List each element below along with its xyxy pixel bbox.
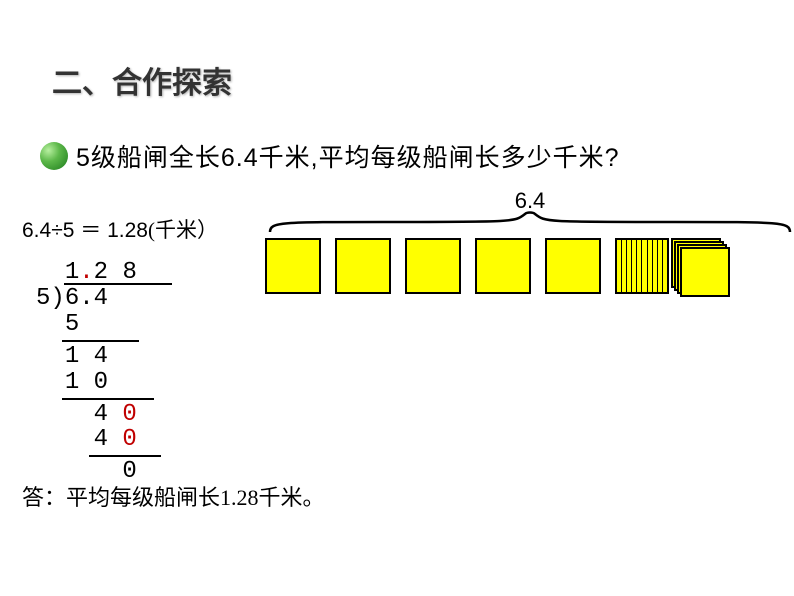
divisor-row: 5)6.4 bbox=[36, 286, 161, 312]
s5a: 4 bbox=[94, 426, 108, 453]
rule3 bbox=[89, 455, 161, 457]
yellow-square bbox=[545, 238, 601, 294]
s3: 1 0 bbox=[65, 369, 108, 396]
question-text: 5级船闸全长6.4千米,平均每级船闸长多少千米? bbox=[76, 138, 620, 174]
q2: 2 bbox=[94, 259, 108, 286]
section-header: 二、合作探索 bbox=[52, 58, 232, 102]
rule2 bbox=[62, 398, 153, 400]
step4: 4 0 bbox=[36, 402, 161, 428]
answer-text: 答：平均每级船闸长1.28千米。 bbox=[22, 480, 325, 512]
divisor: 5 bbox=[36, 285, 50, 312]
brace-group: 6.4 bbox=[265, 188, 794, 241]
step3: 1 0 bbox=[36, 370, 161, 396]
s4a: 4 bbox=[94, 401, 108, 428]
equation-eq: ＝ bbox=[74, 219, 107, 242]
step5: 4 0 bbox=[36, 427, 161, 453]
equation-lhs: 6.4÷5 bbox=[22, 219, 74, 242]
question-row: 5级船闸全长6.4千米,平均每级船闸长多少千米? bbox=[40, 138, 620, 174]
qdot: . bbox=[79, 259, 93, 286]
tens-block bbox=[615, 238, 669, 294]
hundreds-block bbox=[680, 247, 730, 297]
dividend: 6.4 bbox=[65, 285, 108, 312]
q1: 1 bbox=[65, 259, 79, 286]
yellow-square bbox=[405, 238, 461, 294]
rule1 bbox=[62, 340, 139, 342]
s4b: 0 bbox=[122, 401, 136, 428]
long-division: 1.2 8 5)6.4 5 1 4 1 0 4 0 4 0 0 bbox=[36, 260, 161, 485]
yellow-square bbox=[475, 238, 531, 294]
hundreds-stack bbox=[671, 238, 733, 300]
step2: 1 4 bbox=[36, 344, 161, 370]
brace-icon bbox=[265, 208, 794, 236]
bullet-ball-icon bbox=[40, 142, 68, 170]
s5b: 0 bbox=[122, 426, 136, 453]
equation-rhs: 1.28 bbox=[107, 219, 148, 242]
yellow-square bbox=[335, 238, 391, 294]
q8: 8 bbox=[122, 259, 136, 286]
step1: 5 bbox=[36, 312, 161, 338]
s1: 5 bbox=[65, 311, 79, 338]
equation-unit: (千米） bbox=[148, 218, 218, 242]
blocks-row bbox=[265, 238, 733, 300]
yellow-square bbox=[265, 238, 321, 294]
equation: 6.4÷5 ＝ 1.28(千米） bbox=[22, 214, 218, 244]
s2: 1 4 bbox=[65, 343, 108, 370]
